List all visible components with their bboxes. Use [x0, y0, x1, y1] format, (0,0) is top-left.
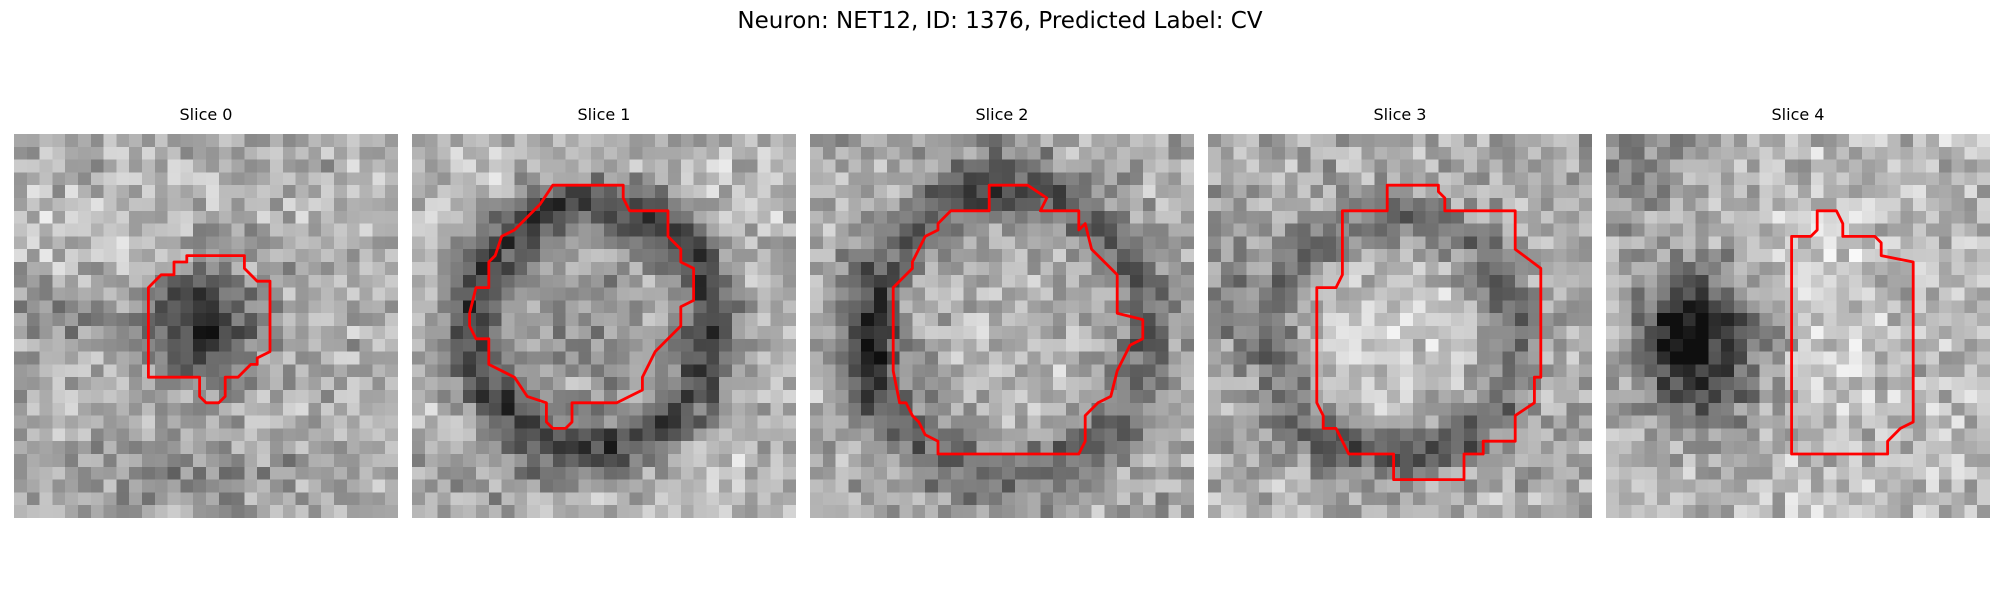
slice-image-1: [412, 134, 796, 518]
pixel-grid: [810, 134, 1194, 518]
pixel-grid: [1606, 134, 1990, 518]
slice-title-4: Slice 4: [1771, 105, 1825, 124]
segmentation-outline: [1790, 209, 1915, 456]
slice-title-1: Slice 1: [577, 105, 631, 124]
pixel-grid: [412, 134, 796, 518]
slice-title-2: Slice 2: [975, 105, 1029, 124]
slice-image-4: [1606, 134, 1990, 518]
slice-title-0: Slice 0: [179, 105, 233, 124]
slice-image-2: [810, 134, 1194, 518]
segmentation-outline: [1315, 183, 1543, 482]
slice-title-3: Slice 3: [1373, 105, 1427, 124]
figure-title: Neuron: NET12, ID: 1376, Predicted Label…: [737, 8, 1263, 34]
segmentation-outline: [146, 254, 272, 405]
slice-image-3: [1208, 134, 1592, 518]
segmentation-outline: [468, 183, 696, 430]
slice-image-0: [14, 134, 398, 518]
segmentation-outline: [891, 183, 1145, 456]
pixel-grid: [14, 134, 398, 518]
pixel-grid: [1208, 134, 1592, 518]
